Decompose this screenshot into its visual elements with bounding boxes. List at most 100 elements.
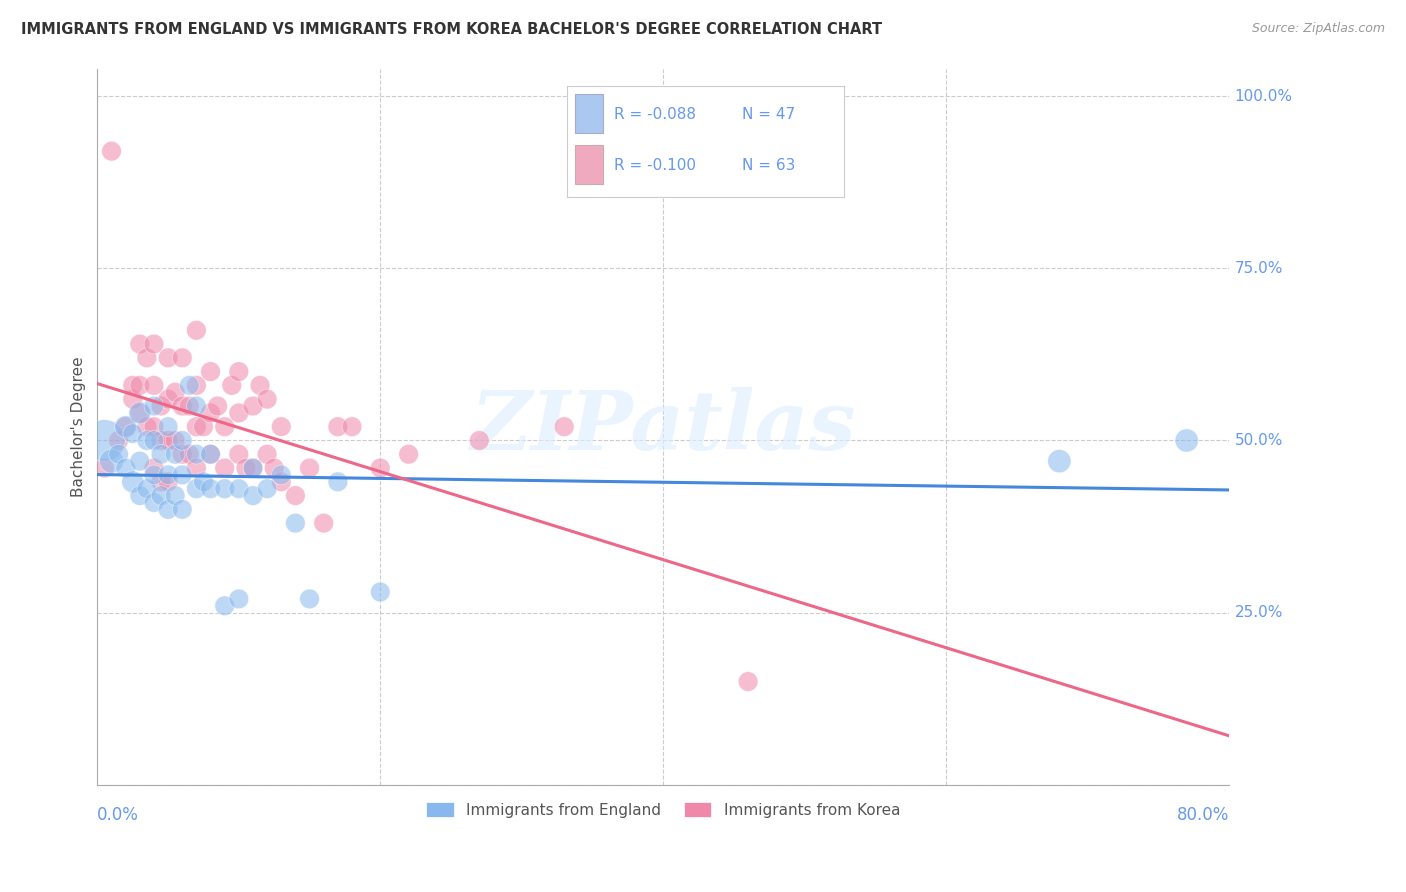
Point (150, 489, 173, 503)
Point (242, 489, 264, 503)
Point (553, 419, 575, 434)
Point (150, 434, 173, 448)
Point (737, 674, 759, 689)
Point (284, 489, 307, 503)
Point (135, 351, 157, 365)
Point (93, 461, 115, 475)
Point (186, 419, 208, 434)
Point (200, 365, 222, 379)
Point (242, 461, 264, 475)
Point (179, 399, 201, 413)
Point (200, 447, 222, 461)
Y-axis label: Bachelor's Degree: Bachelor's Degree (72, 357, 86, 497)
Point (157, 434, 180, 448)
Point (186, 461, 208, 475)
Point (186, 482, 208, 496)
Point (128, 454, 150, 468)
Point (142, 337, 165, 351)
Point (398, 447, 420, 461)
Point (228, 591, 250, 606)
Point (228, 365, 250, 379)
Point (242, 461, 264, 475)
Point (150, 399, 173, 413)
Point (221, 378, 243, 392)
Point (142, 399, 165, 413)
Point (214, 419, 236, 434)
Point (256, 447, 278, 461)
Point (121, 378, 143, 392)
Point (186, 399, 208, 413)
Point (214, 599, 236, 613)
Point (207, 399, 229, 413)
Point (107, 447, 129, 461)
Point (172, 502, 194, 516)
Point (326, 475, 349, 489)
Point (135, 434, 157, 448)
Point (200, 482, 222, 496)
Legend: Immigrants from England, Immigrants from Korea: Immigrants from England, Immigrants from… (420, 796, 907, 824)
Point (200, 406, 222, 420)
Point (172, 434, 194, 448)
Point (100, 454, 122, 468)
Point (186, 323, 208, 337)
Point (214, 461, 236, 475)
Text: Source: ZipAtlas.com: Source: ZipAtlas.com (1251, 22, 1385, 36)
Point (128, 406, 150, 420)
Point (165, 385, 187, 400)
Point (228, 447, 250, 461)
Point (256, 392, 278, 406)
Point (298, 591, 321, 606)
Point (270, 475, 292, 489)
Text: 50.0%: 50.0% (1234, 433, 1284, 448)
Point (326, 419, 349, 434)
Point (100, 144, 122, 158)
Point (135, 419, 157, 434)
Point (165, 447, 187, 461)
Point (270, 467, 292, 482)
Point (1175, 434, 1198, 448)
Point (93, 434, 115, 448)
Point (468, 434, 491, 448)
Point (284, 516, 307, 530)
Point (235, 461, 257, 475)
Point (121, 475, 143, 489)
Point (157, 475, 180, 489)
Point (228, 406, 250, 420)
Point (157, 502, 180, 516)
Point (298, 461, 321, 475)
Point (150, 447, 173, 461)
Point (368, 461, 391, 475)
Text: 100.0%: 100.0% (1234, 88, 1292, 103)
Point (172, 399, 194, 413)
Point (1047, 454, 1070, 468)
Point (165, 489, 187, 503)
Point (114, 419, 136, 434)
Point (340, 419, 363, 434)
Point (193, 419, 215, 434)
Point (114, 419, 136, 434)
Text: 80.0%: 80.0% (1177, 806, 1229, 824)
Point (214, 482, 236, 496)
Point (150, 475, 173, 489)
Point (128, 489, 150, 503)
Point (107, 434, 129, 448)
Point (157, 351, 180, 365)
Point (263, 461, 285, 475)
Point (121, 426, 143, 441)
Point (157, 392, 180, 406)
Point (172, 467, 194, 482)
Point (179, 447, 201, 461)
Point (121, 392, 143, 406)
Point (142, 467, 165, 482)
Point (270, 419, 292, 434)
Point (228, 482, 250, 496)
Point (157, 467, 180, 482)
Point (193, 475, 215, 489)
Point (165, 434, 187, 448)
Point (114, 461, 136, 475)
Text: IMMIGRANTS FROM ENGLAND VS IMMIGRANTS FROM KOREA BACHELOR'S DEGREE CORRELATION C: IMMIGRANTS FROM ENGLAND VS IMMIGRANTS FR… (21, 22, 882, 37)
Point (142, 461, 165, 475)
Point (200, 447, 222, 461)
Point (128, 337, 150, 351)
Text: 25.0%: 25.0% (1234, 605, 1284, 620)
